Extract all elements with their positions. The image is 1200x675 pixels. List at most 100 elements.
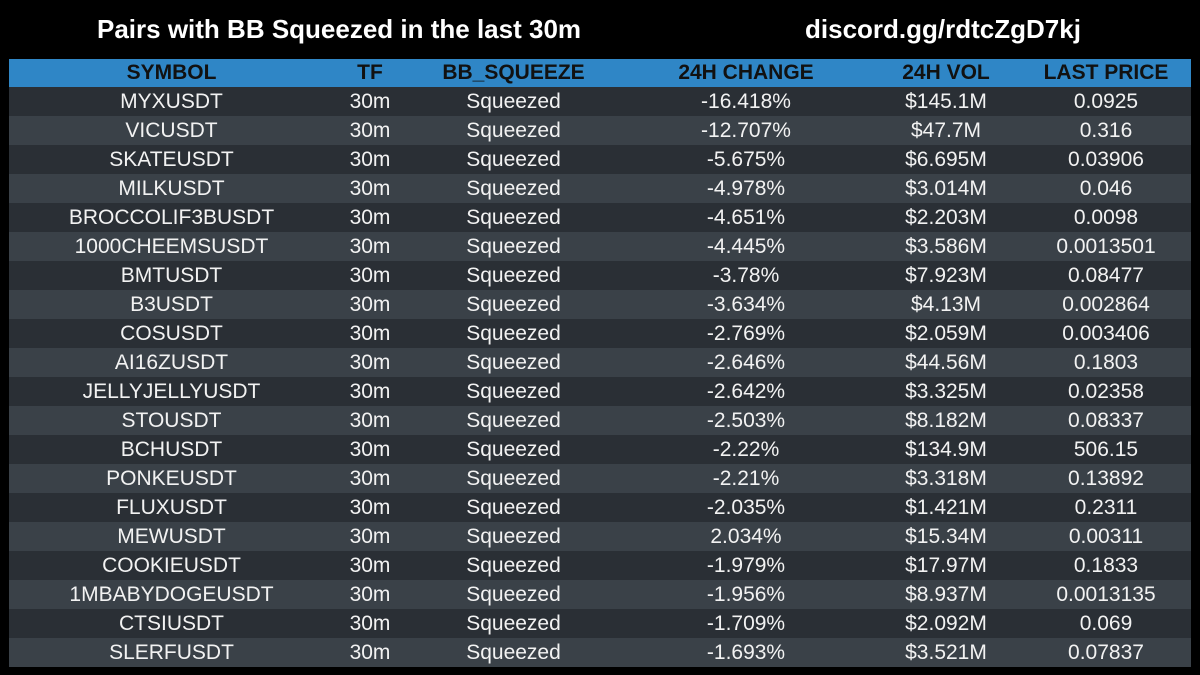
table-row[interactable]: B3USDT 30m Squeezed -3.634% $4.13M 0.002864	[9, 290, 1191, 319]
volume-cell: $17.97M	[905, 553, 987, 577]
volume-cell: $3.325M	[905, 379, 987, 403]
change-cell: -2.035%	[706, 495, 786, 519]
discord-link[interactable]: discord.gg/rdtcZgD7kj	[805, 14, 1081, 44]
change-cell: -16.418%	[701, 89, 791, 113]
table-row[interactable]: VICUSDT 30m Squeezed -12.707% $47.7M 0.316	[9, 116, 1191, 145]
bb-squeeze-cell: Squeezed	[466, 176, 561, 200]
tf-cell: 30m	[349, 263, 391, 287]
table-row[interactable]: MEWUSDT 30m Squeezed 2.034% $15.34M 0.00311	[9, 522, 1191, 551]
symbol-cell: 1000CHEEMSUSDT	[74, 234, 269, 258]
price-cell: 506.15	[1073, 437, 1139, 461]
volume-cell: $47.7M	[910, 118, 982, 142]
table-row[interactable]: CTSIUSDT 30m Squeezed -1.709% $2.092M 0.069	[9, 609, 1191, 638]
price-cell: 0.2311	[1074, 495, 1138, 519]
price-cell: 0.002864	[1062, 292, 1150, 316]
tf-cell: 30m	[349, 292, 391, 316]
tf-cell: 30m	[349, 524, 391, 548]
change-cell: -2.21%	[712, 466, 780, 490]
price-cell: 0.08477	[1068, 263, 1144, 287]
bb-squeeze-cell: Squeezed	[466, 205, 561, 229]
table-body: MYXUSDT 30m Squeezed -16.418% $145.1M 0.0925 V…	[9, 87, 1191, 667]
symbol-cell: MEWUSDT	[117, 524, 226, 548]
tf-cell: 30m	[349, 234, 391, 258]
symbol-cell: COOKIEUSDT	[102, 553, 241, 577]
price-cell: 0.046	[1079, 176, 1133, 200]
bb-squeeze-cell: Squeezed	[466, 524, 561, 548]
symbol-cell: STOUSDT	[121, 408, 222, 432]
table-row[interactable]: SLERFUSDT 30m Squeezed -1.693% $3.521M 0.0783…	[9, 638, 1191, 667]
tf-cell: 30m	[349, 495, 391, 519]
price-cell: 0.0098	[1073, 205, 1139, 229]
tf-cell: 30m	[349, 350, 391, 374]
table-row[interactable]: PONKEUSDT 30m Squeezed -2.21% $3.318M 0.13892	[9, 464, 1191, 493]
table-row[interactable]: MILKUSDT 30m Squeezed -4.978% $3.014M 0.046	[9, 174, 1191, 203]
tf-cell: 30m	[349, 147, 391, 171]
bb-squeeze-cell: Squeezed	[466, 147, 561, 171]
change-cell: -1.709%	[706, 611, 786, 635]
symbol-cell: BMTUSDT	[120, 263, 223, 287]
price-cell: 0.02358	[1068, 379, 1144, 403]
symbol-cell: FLUXUSDT	[116, 495, 227, 519]
volume-cell: $4.13M	[910, 292, 982, 316]
change-cell: -5.675%	[706, 147, 786, 171]
change-cell: -1.693%	[706, 640, 786, 664]
change-cell: -12.707%	[701, 118, 791, 142]
table-row[interactable]: 1MBABYDOGEUSDT 30m Squeezed -1.956% $8.937M 0…	[9, 580, 1191, 609]
bb-squeeze-cell: Squeezed	[466, 437, 561, 461]
bb-squeeze-cell: Squeezed	[466, 495, 561, 519]
price-cell: 0.07837	[1068, 640, 1144, 664]
table-row[interactable]: AI16ZUSDT 30m Squeezed -2.646% $44.56M 0.1803	[9, 348, 1191, 377]
volume-cell: $3.318M	[905, 466, 987, 490]
bb-squeeze-cell: Squeezed	[466, 553, 561, 577]
table-row[interactable]: STOUSDT 30m Squeezed -2.503% $8.182M 0.08337	[9, 406, 1191, 435]
tf-cell: 30m	[349, 408, 391, 432]
tf-cell: 30m	[349, 176, 391, 200]
symbol-cell: CTSIUSDT	[119, 611, 224, 635]
bb-squeeze-cell: Squeezed	[466, 118, 561, 142]
table-row[interactable]: BCHUSDT 30m Squeezed -2.22% $134.9M 506.15	[9, 435, 1191, 464]
table-row[interactable]: MYXUSDT 30m Squeezed -16.418% $145.1M 0.0925	[9, 87, 1191, 116]
change-cell: -3.634%	[706, 292, 786, 316]
symbol-cell: SLERFUSDT	[109, 640, 234, 664]
table-header-row: SYMBOL TF BB_SQUEEZE 24H CHANGE 24H VOL …	[9, 59, 1191, 87]
table-row[interactable]: 1000CHEEMSUSDT 30m Squeezed -4.445% $3.586M 0…	[9, 232, 1191, 261]
table-row[interactable]: SKATEUSDT 30m Squeezed -5.675% $6.695M 0.0390…	[9, 145, 1191, 174]
price-cell: 0.1833	[1073, 553, 1139, 577]
volume-cell: $3.014M	[905, 176, 987, 200]
table-row[interactable]: COSUSDT 30m Squeezed -2.769% $2.059M 0.003406	[9, 319, 1191, 348]
table-row[interactable]: BMTUSDT 30m Squeezed -3.78% $7.923M 0.08477	[9, 261, 1191, 290]
symbol-cell: PONKEUSDT	[106, 466, 237, 490]
symbol-cell: BCHUSDT	[120, 437, 223, 461]
bb-squeeze-cell: Squeezed	[466, 640, 561, 664]
change-cell: -1.979%	[706, 553, 786, 577]
column-header-bb-squeeze[interactable]: BB_SQUEEZE	[442, 61, 585, 84]
column-header-symbol[interactable]: SYMBOL	[126, 61, 217, 84]
volume-cell: $2.059M	[905, 321, 987, 345]
symbol-cell: MILKUSDT	[118, 176, 225, 200]
table-row[interactable]: JELLYJELLYUSDT 30m Squeezed -2.642% $3.325M 0…	[9, 377, 1191, 406]
squeeze-table: SYMBOL TF BB_SQUEEZE 24H CHANGE 24H VOL …	[9, 59, 1191, 667]
price-cell: 0.1803	[1073, 350, 1139, 374]
symbol-cell: JELLYJELLYUSDT	[82, 379, 261, 403]
price-cell: 0.13892	[1068, 466, 1144, 490]
tf-cell: 30m	[349, 553, 391, 577]
column-header-last-price[interactable]: LAST PRICE	[1043, 61, 1169, 84]
column-header-24h-vol[interactable]: 24H VOL	[902, 61, 990, 84]
price-cell: 0.0925	[1073, 89, 1139, 113]
table-row[interactable]: COOKIEUSDT 30m Squeezed -1.979% $17.97M 0.183…	[9, 551, 1191, 580]
bb-squeeze-cell: Squeezed	[466, 582, 561, 606]
symbol-cell: MYXUSDT	[120, 89, 223, 113]
bb-squeeze-cell: Squeezed	[466, 89, 561, 113]
column-header-tf[interactable]: TF	[357, 61, 383, 84]
table-row[interactable]: FLUXUSDT 30m Squeezed -2.035% $1.421M 0.2311	[9, 493, 1191, 522]
tf-cell: 30m	[349, 321, 391, 345]
symbol-cell: SKATEUSDT	[109, 147, 234, 171]
table-row[interactable]: BROCCOLIF3BUSDT 30m Squeezed -4.651% $2.203M…	[9, 203, 1191, 232]
column-header-24h-change[interactable]: 24H CHANGE	[678, 61, 814, 84]
tf-cell: 30m	[349, 205, 391, 229]
bb-squeeze-cell: Squeezed	[466, 379, 561, 403]
change-cell: -2.642%	[706, 379, 786, 403]
change-cell: 2.034%	[710, 524, 782, 548]
price-cell: 0.08337	[1068, 408, 1144, 432]
change-cell: -3.78%	[712, 263, 780, 287]
